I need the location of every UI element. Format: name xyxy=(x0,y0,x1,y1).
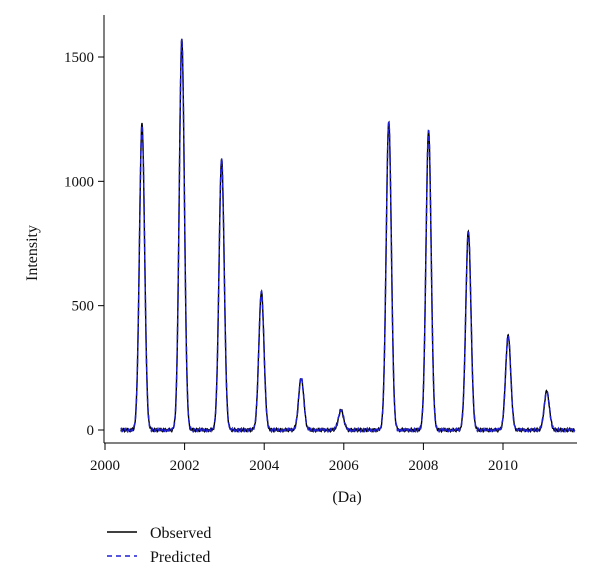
x-tick-label: 2010 xyxy=(488,458,518,474)
x-tick-label: 2008 xyxy=(408,458,438,474)
x-tick-label: 2004 xyxy=(249,458,280,474)
x-tick-label: 2000 xyxy=(90,458,120,474)
x-tick-label: 2006 xyxy=(329,458,360,474)
series-predicted-line xyxy=(120,38,576,434)
x-axis-title: (Da) xyxy=(332,489,361,506)
legend: Observed Predicted xyxy=(107,525,211,566)
y-tick-label: 500 xyxy=(72,299,95,315)
y-tick-label: 1500 xyxy=(64,50,94,66)
y-tick-label: 0 xyxy=(87,423,95,439)
y-axis-title: Intensity xyxy=(24,225,41,281)
y-tick-label: 1000 xyxy=(64,174,94,190)
legend-observed-label: Observed xyxy=(150,525,211,542)
legend-predicted-label: Predicted xyxy=(150,549,210,566)
x-tick-label: 2002 xyxy=(170,458,200,474)
series-layer xyxy=(120,38,576,434)
x-axis: 2000 2002 2004 2006 2008 2010 xyxy=(90,442,577,474)
y-axis: 0 500 1000 1500 xyxy=(64,15,105,443)
series-observed-line xyxy=(120,38,576,434)
